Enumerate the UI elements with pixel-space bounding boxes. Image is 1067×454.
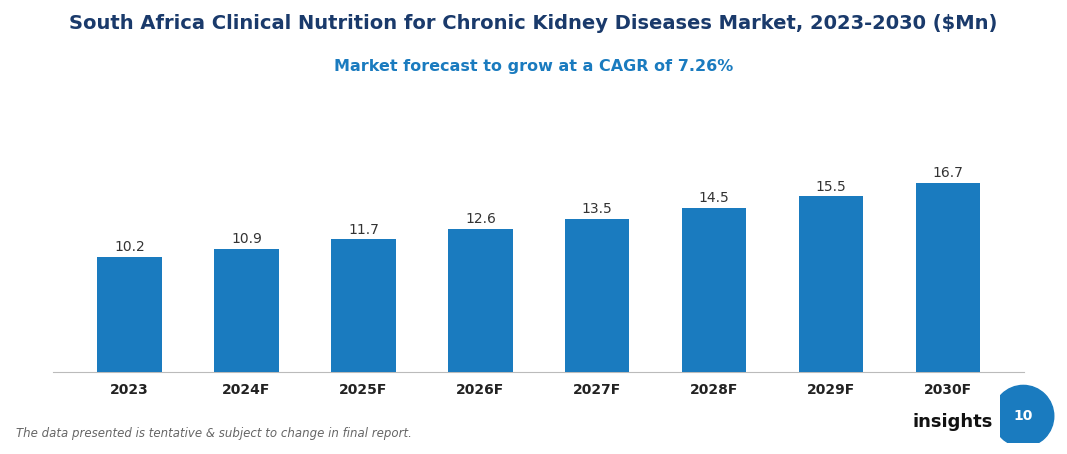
- Bar: [682, 208, 746, 372]
- Bar: [566, 219, 630, 372]
- Text: 12.6: 12.6: [465, 212, 496, 227]
- Bar: [214, 248, 278, 372]
- Text: Market forecast to grow at a CAGR of 7.26%: Market forecast to grow at a CAGR of 7.2…: [334, 59, 733, 74]
- Text: 11.7: 11.7: [348, 222, 379, 237]
- Text: The data presented is tentative & subject to change in final report.: The data presented is tentative & subjec…: [16, 427, 412, 440]
- Text: insights: insights: [912, 413, 992, 431]
- Text: South Africa Clinical Nutrition for Chronic Kidney Diseases Market, 2023-2030 ($: South Africa Clinical Nutrition for Chro…: [69, 14, 998, 33]
- Bar: [799, 196, 863, 372]
- Text: 10.9: 10.9: [232, 232, 262, 246]
- Text: 15.5: 15.5: [816, 179, 846, 193]
- Circle shape: [992, 385, 1054, 447]
- Text: 10: 10: [1014, 409, 1033, 423]
- Text: 13.5: 13.5: [582, 202, 612, 216]
- Text: 16.7: 16.7: [933, 166, 964, 180]
- Bar: [97, 257, 162, 372]
- Bar: [915, 183, 981, 372]
- Text: 14.5: 14.5: [699, 191, 730, 205]
- Bar: [448, 229, 512, 372]
- Text: 10.2: 10.2: [114, 240, 145, 254]
- Bar: [332, 240, 396, 372]
